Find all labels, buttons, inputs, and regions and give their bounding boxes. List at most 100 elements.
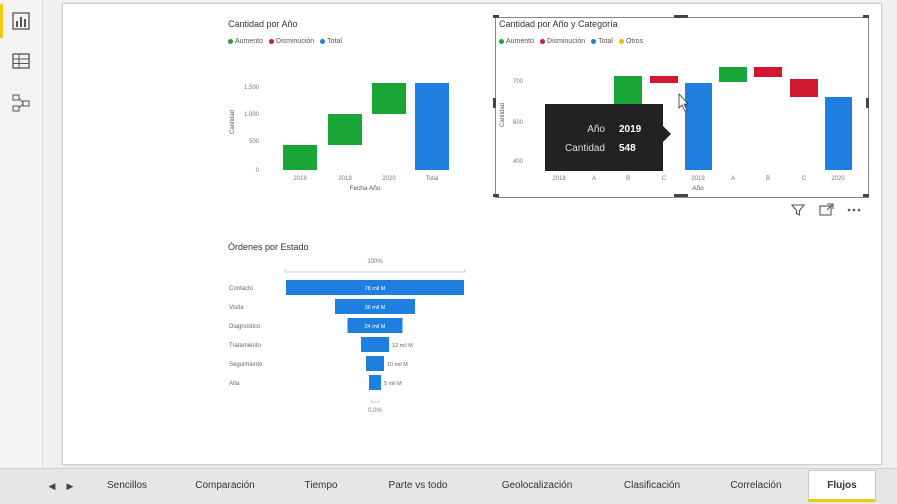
filter-icon[interactable] [790, 203, 806, 217]
chart1-ylabel: Cantidad [230, 110, 236, 134]
legend-item-otros[interactable]: Otros [618, 38, 643, 45]
resize-handle[interactable] [493, 98, 496, 108]
resize-handle[interactable] [493, 194, 499, 197]
funnel-category-label: Visita [229, 305, 244, 311]
chart2-xtick: 2020 [831, 176, 845, 182]
page-tab-tiempo[interactable]: Tiempo [280, 471, 363, 501]
page-tabs-bar: ◀ ▶ Sencillos Comparación Tiempo Parte vs t… [0, 468, 897, 504]
chart1-xtick: Total [426, 176, 439, 182]
funnel-category-label: Alta [229, 381, 240, 387]
page-tab-sencillos[interactable]: Sencillos [84, 471, 171, 501]
chart1-legend[interactable]: Aumento Disminución Total [228, 38, 342, 45]
funnel-category-label: Tratamiento [229, 343, 261, 349]
chart3-plot[interactable]: 100% Contacto 78 mil M Visita 36 mil M Diagn… [225, 255, 475, 420]
chart2-xlabel: Año [692, 185, 704, 192]
waterfall-bar-2020[interactable] [825, 97, 852, 170]
waterfall-bar-total[interactable] [415, 83, 449, 170]
tooltip-arrow [663, 126, 671, 142]
tooltip-label-quantity: Cantidad [564, 143, 605, 154]
chart3-title: Órdenes por Estado [228, 242, 309, 252]
chart1-xtick: 2019 [338, 176, 352, 182]
chart2-ylabel: Cantidad [500, 103, 506, 127]
funnel-top-label: 100% [367, 259, 383, 265]
left-view-bar [0, 0, 43, 503]
funnel-stages[interactable]: Contacto 78 mil M Visita 36 mil M Diagnóstic… [229, 280, 464, 390]
funnel-bottom-label: 0,0% [368, 408, 382, 414]
waterfall-bar-c[interactable] [790, 79, 818, 97]
chart1-plot[interactable]: Cantidad 1.500 1.000 500 0 2018 2019 202… [225, 50, 465, 200]
chart2-xtick: 2018 [552, 176, 566, 182]
chart1-ytick: 1.500 [244, 85, 260, 91]
waterfall-bar-2019[interactable] [685, 83, 712, 170]
data-view-icon[interactable] [10, 50, 32, 72]
funnel-category-label: Contacto [229, 286, 254, 292]
chart1-ytick: 0 [256, 168, 260, 174]
model-view-icon[interactable] [10, 92, 32, 114]
funnel-value-label: 12 mil M [392, 343, 413, 349]
legend-item-aumento[interactable]: Aumento [499, 38, 534, 45]
page-tab-correlaci-n[interactable]: Correlación [704, 471, 809, 501]
mouse-cursor-icon [678, 92, 689, 112]
chart2-ytick: 700 [513, 79, 524, 85]
chart1-title: Cantidad por Año [228, 19, 298, 29]
resize-handle[interactable] [863, 194, 869, 197]
legend-item-total[interactable]: Total [591, 38, 613, 45]
chart2-xtick: A [731, 176, 735, 182]
funnel-bar-3[interactable] [361, 337, 389, 352]
page-tab-clasificaci-n[interactable]: Clasificación [600, 471, 705, 501]
page-tab-parte-vs-todo[interactable]: Parte vs todo [362, 471, 475, 501]
legend-item-total[interactable]: Total [320, 38, 342, 45]
chart2-xtick: 2019 [691, 176, 705, 182]
legend-item-aumento[interactable]: Aumento [228, 38, 263, 45]
chart1-xtick: 2018 [293, 176, 307, 182]
resize-handle[interactable] [674, 194, 688, 197]
funnel-bar-4[interactable] [366, 356, 384, 371]
resize-handle[interactable] [674, 15, 688, 18]
chart2-ytick: 400 [513, 159, 524, 165]
waterfall-bar-b[interactable] [754, 67, 782, 77]
chart-tooltip: Año 2019 Cantidad 548 [545, 104, 671, 171]
waterfall-bar-2020[interactable] [372, 83, 406, 114]
resize-handle[interactable] [863, 15, 869, 18]
waterfall-bar-b[interactable] [650, 76, 678, 83]
waterfall-bar-a[interactable] [719, 67, 747, 82]
chart1-ytick: 500 [249, 139, 260, 145]
tabs-prev-icon[interactable]: ◀ [48, 481, 56, 491]
tabs-next-icon[interactable]: ▶ [66, 481, 74, 491]
chart2-xtick: C [802, 176, 807, 182]
funnel-value-label: 24 mil M [365, 324, 386, 330]
report-view-icon[interactable] [10, 10, 32, 32]
funnel-bar-1[interactable] [335, 299, 415, 314]
tooltip-label-year: Año [587, 124, 605, 135]
legend-item-disminucion[interactable]: Disminución [269, 38, 314, 45]
funnel-value-label: 36 mil M [365, 305, 386, 311]
chart2-xtick: C [662, 176, 667, 182]
chart1-ytick: 1.000 [244, 112, 260, 118]
focus-mode-icon[interactable] [818, 203, 834, 217]
funnel-bar-0[interactable] [286, 280, 464, 295]
funnel-value-label: 10 mil M [387, 362, 408, 368]
funnel-value-label: 78 mil M [365, 286, 386, 292]
chart2-xtick: B [766, 176, 770, 182]
funnel-bar-5[interactable] [369, 375, 381, 390]
tooltip-value-quantity: 548 [619, 143, 636, 154]
page-tab-geolocalizaci-n[interactable]: Geolocalización [474, 471, 601, 501]
funnel-category-label: Diagnóstico [229, 324, 261, 330]
funnel-category-label: Seguimiento [229, 362, 263, 368]
legend-item-disminucion[interactable]: Disminución [540, 38, 585, 45]
waterfall-bar-2019[interactable] [328, 114, 362, 145]
resize-handle[interactable] [493, 15, 499, 18]
page-tab-comparaci-n[interactable]: Comparación [170, 471, 281, 501]
waterfall-bar-a[interactable] [614, 76, 642, 106]
funnel-value-label: 5 mil M [384, 381, 402, 387]
chart2-ytick: 600 [513, 120, 524, 126]
waterfall-bar-2018[interactable] [283, 145, 317, 170]
chart2-legend[interactable]: Aumento Disminución Total Otros [499, 38, 643, 45]
chart1-xtick: 2020 [382, 176, 396, 182]
funnel-bar-2[interactable] [347, 318, 403, 333]
more-options-icon[interactable] [846, 203, 862, 217]
chart2-title: Cantidad por Año y Categoría [499, 19, 618, 29]
resize-handle[interactable] [866, 98, 869, 108]
chart2-xtick: B [626, 176, 630, 182]
page-tab-flujos[interactable]: Flujos [808, 470, 876, 502]
